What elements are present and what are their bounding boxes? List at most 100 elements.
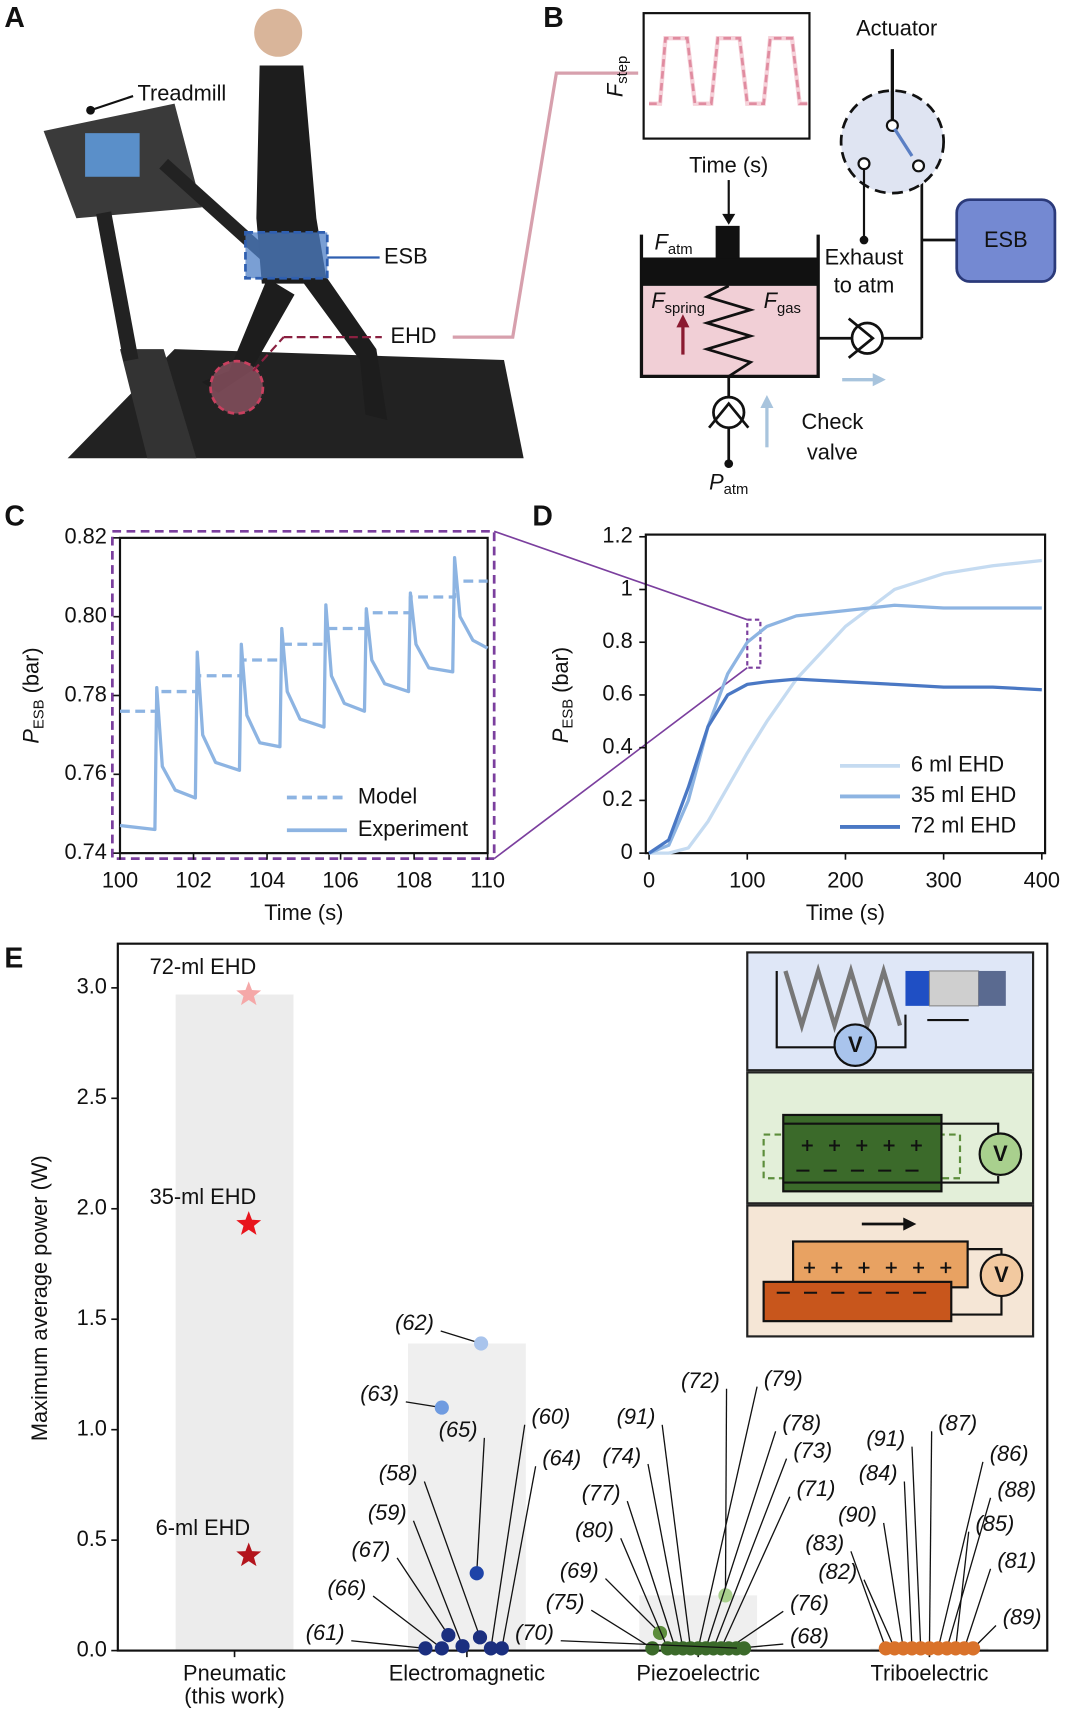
leader-line xyxy=(412,1520,464,1647)
legend-label: Experiment xyxy=(358,816,468,841)
panel-label: C xyxy=(4,501,24,533)
person-leg xyxy=(300,278,388,421)
main: F xyxy=(651,288,666,313)
x-tick-label: 106 xyxy=(322,867,358,892)
main: P xyxy=(709,469,724,494)
wire xyxy=(775,970,835,1049)
x-tick-label: 400 xyxy=(1024,867,1060,892)
connector xyxy=(452,71,639,339)
point-label: (86) xyxy=(990,1441,1029,1466)
point-marker xyxy=(469,1566,484,1581)
label: Check xyxy=(801,409,863,434)
treadmill-post xyxy=(96,211,139,362)
leader-dot xyxy=(86,105,95,115)
piston-rod xyxy=(715,225,740,259)
x-tick-label: Electromagnetic xyxy=(389,1660,545,1685)
leader-line xyxy=(863,1579,896,1649)
unit: (bar) xyxy=(548,647,573,693)
y-tick-label: 0.74 xyxy=(64,839,106,864)
range-bar xyxy=(408,1343,526,1651)
zoom-line xyxy=(493,667,748,860)
person-torso xyxy=(256,65,328,284)
x-tick-label: 100 xyxy=(729,867,765,892)
star-marker xyxy=(236,1211,262,1235)
leader-line xyxy=(560,1640,745,1650)
main: F xyxy=(602,82,627,97)
panel-label: D xyxy=(532,501,552,533)
esb-box xyxy=(244,231,329,280)
point-marker xyxy=(441,1628,456,1643)
console-screen xyxy=(85,133,140,177)
x-tick-label: 200 xyxy=(827,867,863,892)
y-tick-label: 0.2 xyxy=(602,786,632,811)
ehd-circle xyxy=(209,359,265,415)
zoom-frame xyxy=(110,529,496,860)
point-label: 6-ml EHD xyxy=(156,1515,250,1540)
leader-line xyxy=(396,1557,449,1636)
point-marker xyxy=(474,1336,489,1351)
x-tick-label: 108 xyxy=(396,867,432,892)
leader-line xyxy=(501,1466,537,1649)
y-tick-label: 1.2 xyxy=(602,523,632,548)
subscript: atm xyxy=(724,482,749,498)
check-valve xyxy=(712,395,746,430)
leader-line xyxy=(626,1500,676,1649)
label: valve xyxy=(807,440,858,465)
y-tick-label: 0.4 xyxy=(602,733,632,758)
point-label: (61) xyxy=(306,1620,345,1645)
point-label: (81) xyxy=(997,1548,1036,1573)
point-marker xyxy=(966,1641,981,1656)
treadmill-frame xyxy=(120,349,197,459)
label: to atm xyxy=(834,273,895,298)
plot-frame xyxy=(118,536,489,855)
mini-plot-frame xyxy=(642,12,811,140)
y-tick-label: 0.80 xyxy=(64,602,106,627)
point-label: (87) xyxy=(938,1411,977,1436)
label: Treadmill xyxy=(137,81,226,106)
point-label: (91) xyxy=(866,1426,905,1451)
leader-line xyxy=(620,1537,669,1649)
y-tick-label: 0.0 xyxy=(77,1636,107,1661)
y-axis-label: Maximum average power (W) xyxy=(27,1155,52,1441)
port-dot xyxy=(724,459,734,469)
legend-label: 72 ml EHD xyxy=(911,813,1016,838)
label: Exhaust xyxy=(825,244,904,269)
y-tick-label: 0.76 xyxy=(64,760,106,785)
leader-line xyxy=(928,1431,933,1649)
y-tick-label: 0.8 xyxy=(602,628,632,653)
label: Patm xyxy=(709,469,748,498)
wire xyxy=(967,1248,1003,1255)
space xyxy=(18,693,43,699)
point-label: (80) xyxy=(575,1517,614,1542)
piston xyxy=(641,257,819,286)
point-label: (72) xyxy=(681,1368,720,1393)
point-marker xyxy=(736,1641,752,1656)
magnet xyxy=(905,970,930,1006)
leader-line xyxy=(903,1481,913,1649)
voltmeter-label: V xyxy=(994,1262,1009,1287)
x-tick-label: 102 xyxy=(175,867,211,892)
valve-node xyxy=(857,157,871,171)
point-label: (76) xyxy=(790,1591,829,1616)
point-label: (68) xyxy=(790,1623,829,1648)
y-axis-label: PESB (bar) xyxy=(18,647,47,743)
zoom-line xyxy=(493,530,748,621)
coil xyxy=(928,970,980,1007)
series-line xyxy=(119,579,488,713)
label: ESB xyxy=(984,227,1028,252)
piezo-element xyxy=(782,1113,943,1193)
x-axis-label: Time (s) xyxy=(264,900,343,925)
port-dot xyxy=(859,235,869,245)
point-marker xyxy=(434,1641,449,1656)
leader-line xyxy=(697,1386,758,1649)
series-line xyxy=(648,677,1042,855)
pump-diagram xyxy=(639,12,1057,469)
point-marker xyxy=(434,1400,449,1415)
x-tick-label: 104 xyxy=(249,867,285,892)
point-marker xyxy=(494,1641,509,1656)
y-tick-label: 2.0 xyxy=(77,1195,107,1220)
point-label: (85) xyxy=(976,1511,1015,1536)
leader-line xyxy=(647,1463,684,1649)
leader-line xyxy=(882,1522,904,1649)
leader-line xyxy=(946,1497,992,1649)
